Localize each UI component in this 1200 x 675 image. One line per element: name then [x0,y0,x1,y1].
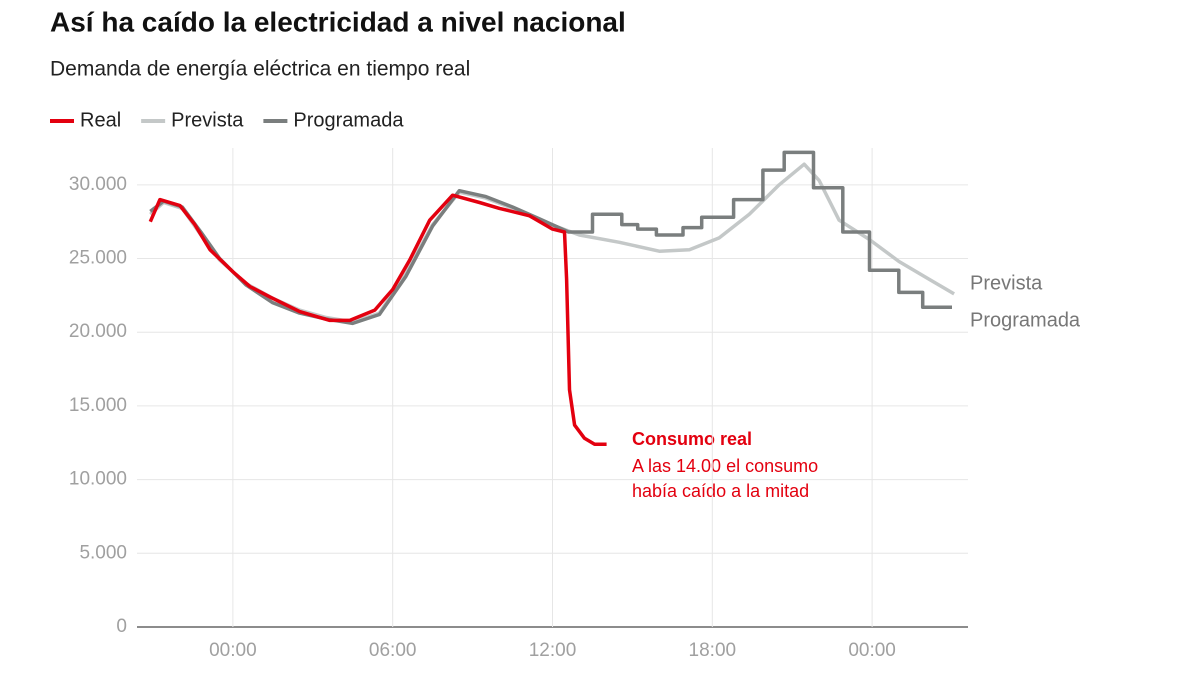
y-tick-label: 30.000 [69,174,127,195]
x-tick-label: 06:00 [369,640,417,661]
annotation-text: A las 14.00 el consumo [632,456,818,476]
y-tick-label: 20.000 [69,321,127,342]
y-tick-label: 0 [116,616,127,637]
end-label: Prevista [970,272,1043,294]
end-label: Programada [970,309,1081,331]
line-0 [148,193,607,446]
legend-label: Prevista [171,109,244,131]
x-tick-label: 12:00 [529,640,577,661]
annotation-title: Consumo real [632,429,752,449]
y-tick-label: 5.000 [79,542,127,563]
y-tick-label: 15.000 [69,395,127,416]
y-tick-label: 10.000 [69,469,127,490]
legend-label: Real [80,109,121,131]
x-tick-label: 00:00 [848,640,896,661]
legend-label: Programada [293,109,404,131]
y-tick-label: 25.000 [69,248,127,269]
annotation-text: había caído a la mitad [632,481,809,501]
x-tick-label: 18:00 [689,640,737,661]
chart-subtitle: Demanda de energía eléctrica en tiempo r… [50,58,470,81]
chart-title: Así ha caído la electricidad a nivel nac… [50,6,626,37]
x-tick-label: 00:00 [209,640,257,661]
